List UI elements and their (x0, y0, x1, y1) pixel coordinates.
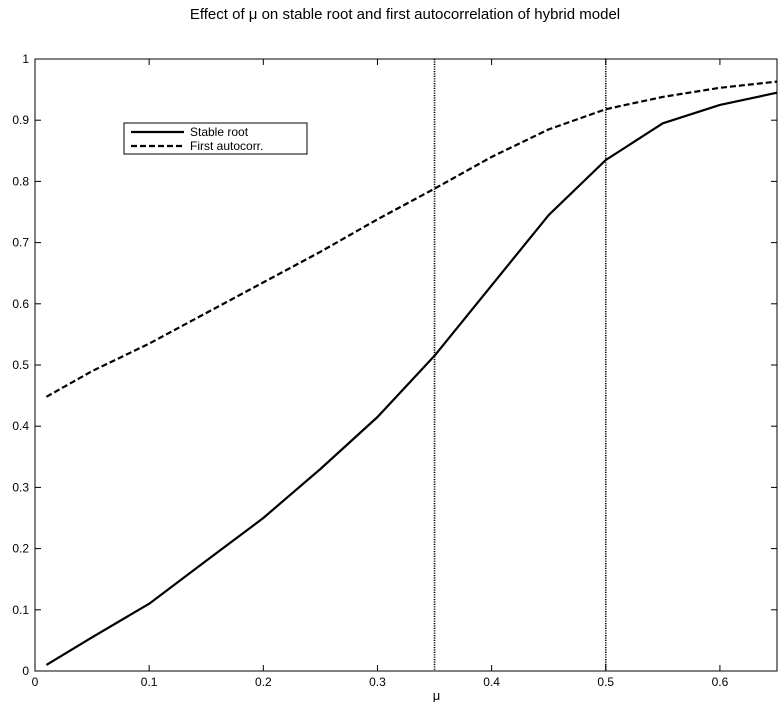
series-line-1 (45, 91, 778, 666)
x-tick-label: 0.3 (369, 675, 386, 689)
y-ticks: 0 0.1 0.2 0.3 0.4 0.5 0.6 0.7 0.8 0.9 1 (12, 52, 777, 678)
chart-title: Effect of μ on stable root and first aut… (190, 6, 620, 23)
x-tick-label: 0.2 (255, 675, 272, 689)
x-ticks: 0 0.1 0.2 0.3 0.4 0.5 0.6 (32, 59, 729, 689)
x-axis-label: μ (433, 688, 441, 702)
y-tick-label: 0.8 (12, 174, 29, 188)
legend-label-2: First autocorr. (190, 139, 263, 153)
y-tick-label: 1 (22, 52, 29, 66)
x-tick-label: 0.6 (712, 675, 729, 689)
x-tick-label: 0.4 (483, 675, 500, 689)
series-line-2 (45, 80, 778, 398)
y-tick-label: 0.6 (12, 297, 29, 311)
y-tick-label: 0.3 (12, 480, 29, 494)
y-tick-label: 0.9 (12, 113, 29, 127)
legend-label-1: Stable root (190, 125, 249, 139)
y-tick-label: 0.4 (12, 419, 29, 433)
y-tick-label: 0.1 (12, 603, 29, 617)
y-tick-label: 0.2 (12, 542, 29, 556)
x-tick-label: 0 (32, 675, 39, 689)
vline-layer (433, 59, 607, 671)
legend-box (123, 122, 308, 155)
x-tick-label: 0.1 (141, 675, 158, 689)
y-tick-label: 0.5 (12, 358, 29, 372)
series-layer (45, 80, 778, 666)
x-tick-label: 0.5 (597, 675, 614, 689)
y-tick-label: 0.7 (12, 236, 29, 250)
y-tick-label: 0 (22, 664, 29, 678)
